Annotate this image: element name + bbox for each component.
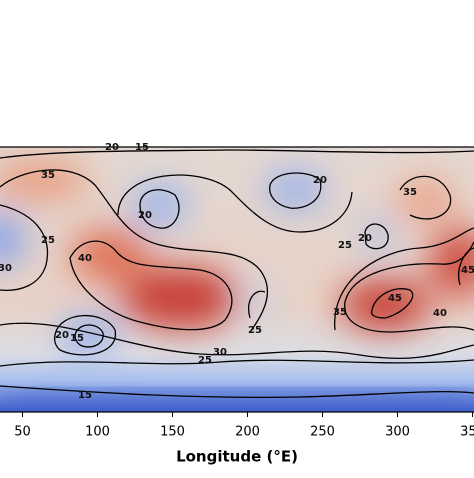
contour-line	[248, 290, 266, 319]
contour-label: 35	[333, 307, 347, 318]
contour-label: 25	[198, 355, 212, 366]
x-tick-label: 350	[460, 425, 474, 440]
contour-line	[54, 314, 116, 356]
contour-line	[117, 174, 353, 233]
contour-line	[334, 227, 474, 331]
contour-label: 25	[248, 325, 262, 336]
contour-line	[0, 169, 269, 333]
contour-line	[0, 322, 474, 359]
x-tick-label: 150	[160, 425, 185, 440]
contour-label: 20	[105, 142, 119, 153]
contour-line	[364, 223, 389, 250]
contour-line	[0, 149, 474, 159]
contour-line	[399, 175, 452, 220]
x-tick-label: 50	[14, 425, 31, 440]
contour-label: 40	[433, 308, 447, 319]
x-axis-label: Longitude (°E)	[176, 448, 298, 466]
contour-label: 30	[213, 347, 227, 358]
contour-label: 30	[0, 263, 12, 274]
x-tick-label: 100	[85, 425, 110, 440]
contour-line	[269, 172, 322, 209]
contour-line	[458, 247, 474, 286]
contour-label: 35	[41, 170, 55, 181]
contour-line	[139, 189, 180, 229]
contour-label: 40	[78, 253, 92, 264]
contour-label: 20	[358, 233, 372, 244]
x-tick-label: 200	[235, 425, 260, 440]
contour-label: 20	[138, 210, 152, 221]
contour-line	[74, 324, 104, 348]
contour-label: 25	[41, 235, 55, 246]
contour-line	[69, 240, 233, 331]
contour-line	[0, 359, 474, 367]
contour-label: 45	[388, 293, 402, 304]
field	[0, 147, 474, 412]
contour-label: 20	[313, 175, 327, 186]
contour-label: 15	[135, 142, 149, 153]
x-tick-label: 250	[310, 425, 335, 440]
x-tick-label: 300	[385, 425, 410, 440]
contour-label: 15	[70, 333, 84, 344]
contour-label: 35	[403, 187, 417, 198]
contour-label: 45	[461, 265, 474, 276]
contour-label: 20	[55, 330, 69, 341]
contour-line	[0, 204, 49, 291]
contour-line	[370, 288, 414, 319]
contour-line	[0, 385, 474, 399]
contour-label: 15	[78, 390, 92, 401]
contour-label: 25	[338, 240, 352, 251]
